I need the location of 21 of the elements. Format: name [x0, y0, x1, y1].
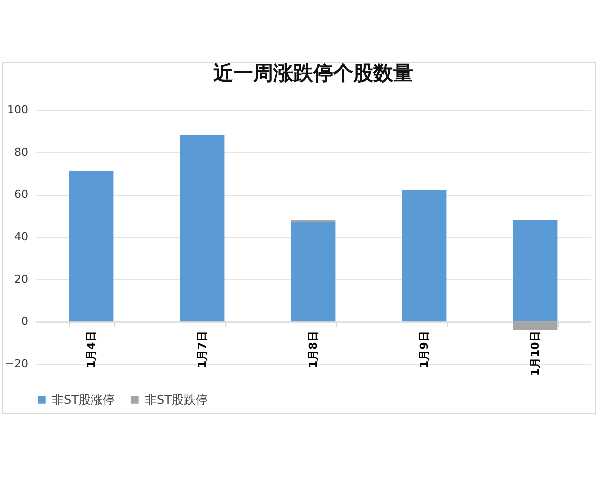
x-tick-label: 1月4日: [85, 331, 98, 368]
y-tick-label: 100: [8, 104, 28, 116]
x-tick-label: 1月8日: [307, 331, 320, 368]
y-tick-label: 0: [22, 315, 28, 328]
chart-title: 近一周涨跌停个股数量: [212, 61, 414, 85]
x-tick-label: 1月7日: [196, 331, 209, 368]
bar: [513, 220, 558, 322]
bar: [180, 135, 225, 322]
bar: [291, 222, 336, 322]
y-tick-label: 60: [14, 188, 28, 202]
y-tick-label: 40: [14, 230, 28, 244]
legend-label: 非ST股涨停: [52, 393, 115, 407]
y-tick-label: −20: [5, 358, 28, 370]
x-tick-label: 1月10日: [529, 331, 542, 376]
y-tick-label: 20: [14, 272, 28, 286]
bar: [513, 322, 558, 330]
bar: [402, 190, 447, 322]
y-tick-label: 80: [14, 146, 28, 159]
legend-label: 非ST股跌停: [145, 393, 208, 407]
x-tick-label: 1月9日: [418, 331, 431, 368]
bar: [69, 171, 114, 322]
